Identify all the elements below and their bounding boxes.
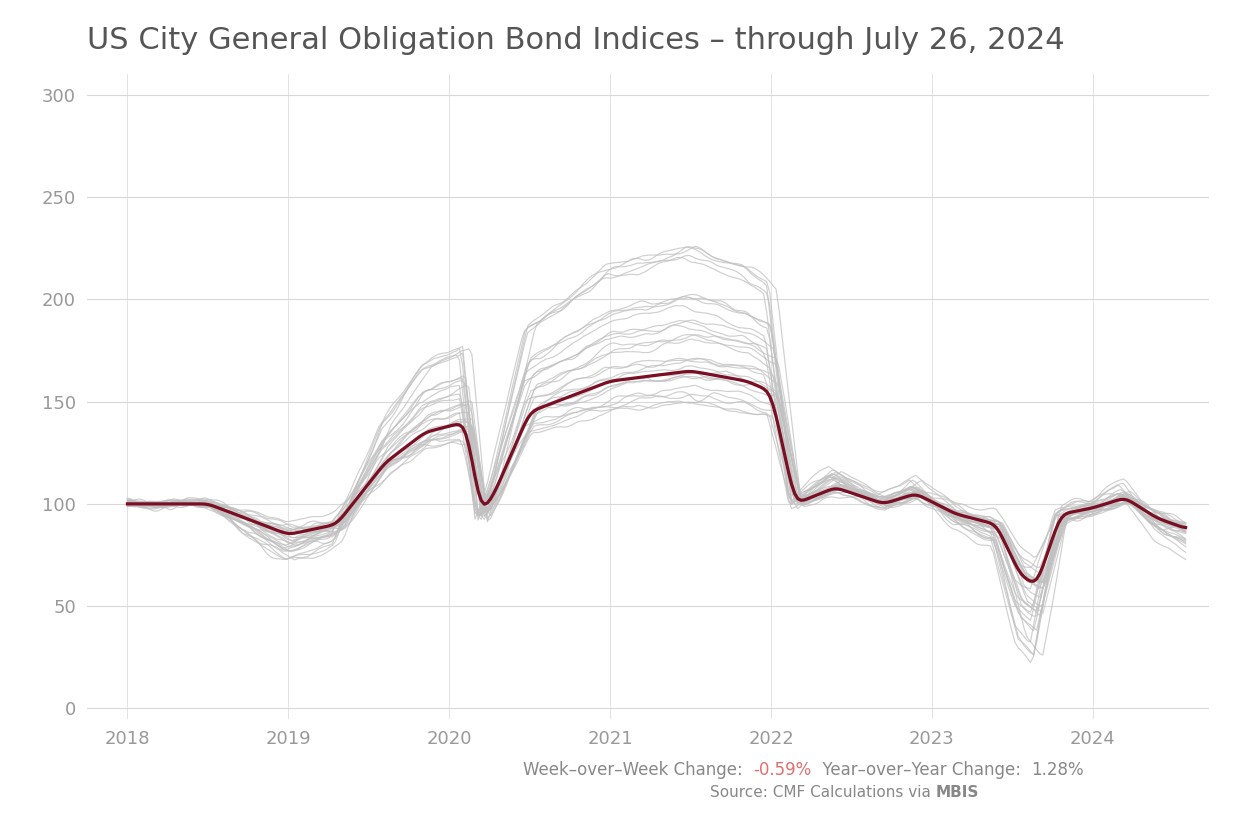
Text: US City General Obligation Bond Indices – through July 26, 2024: US City General Obligation Bond Indices … <box>87 26 1065 55</box>
Text: -0.59%: -0.59% <box>754 761 812 779</box>
Text: MBIS: MBIS <box>936 786 979 800</box>
Text: Year–over–Year Change:: Year–over–Year Change: <box>812 761 1032 779</box>
Text: 1.28%: 1.28% <box>1032 761 1084 779</box>
Text: Week–over–Week Change:: Week–over–Week Change: <box>523 761 754 779</box>
Text: Source: CMF Calculations via: Source: CMF Calculations via <box>710 786 936 800</box>
